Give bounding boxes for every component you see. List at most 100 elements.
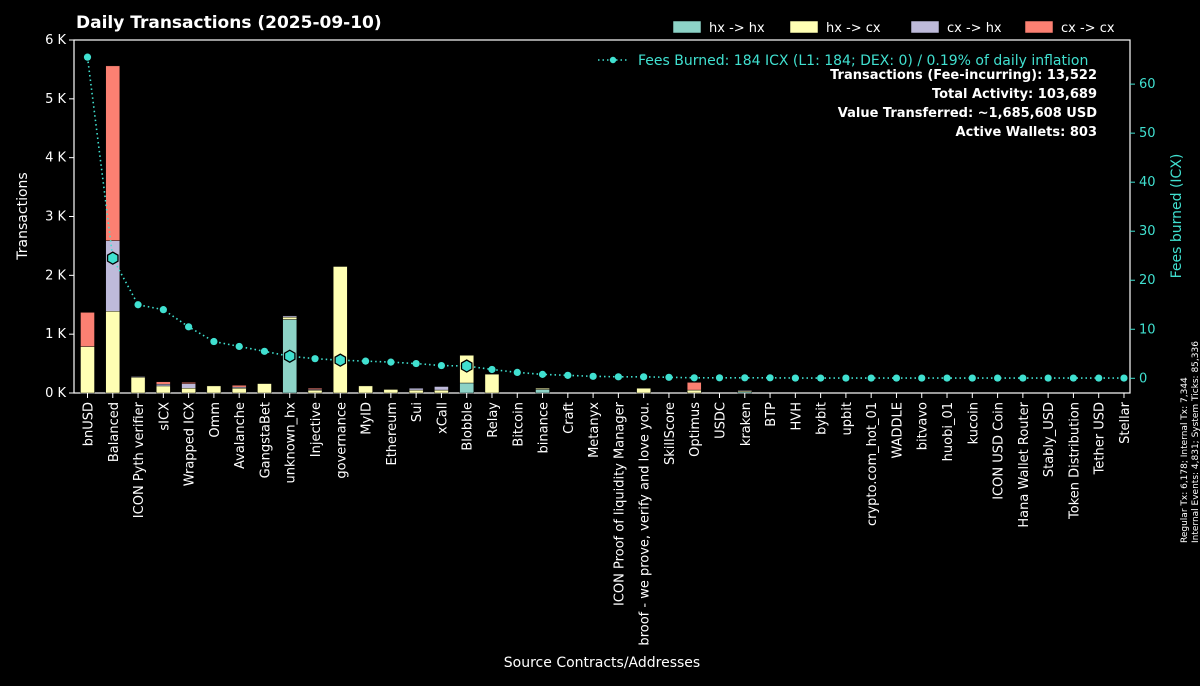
fees-marker [918, 374, 926, 382]
legend-swatch [1024, 20, 1054, 34]
y-tick-label: 3 K [45, 210, 66, 225]
fees-marker [437, 361, 446, 370]
stat-line: Transactions (Fee-incurring): 13,522 [830, 68, 1097, 83]
x-tick-label: Relay [486, 402, 501, 438]
x-tick-label: bnUSD [82, 402, 97, 446]
x-tick-label: kraken [739, 402, 754, 446]
fees-marker [513, 368, 521, 377]
bar-segment [307, 389, 323, 394]
fees-highlight-marker [283, 349, 296, 363]
bar-segment [737, 389, 752, 392]
fees-marker [741, 374, 749, 382]
bar-segment [156, 383, 171, 387]
legend-label: cx -> cx [1061, 21, 1115, 36]
y2-tick-label: 60 [1139, 77, 1156, 92]
bar-segment [636, 388, 651, 394]
fees-line [83, 53, 1128, 382]
bar-segment [358, 385, 373, 394]
bar-segment [535, 388, 550, 390]
x-tick-label: Sui [410, 402, 425, 422]
y2-tick-label: 20 [1139, 273, 1156, 288]
bar-segment [687, 382, 702, 391]
y2-tick-label: 40 [1139, 175, 1156, 190]
bars [80, 65, 752, 394]
y2-tick-label: 10 [1139, 322, 1156, 337]
side-note-line: Regular Tx: 6,178; Internal Tx: 7,344 [1180, 377, 1190, 543]
fees-marker [538, 370, 547, 378]
fees-marker [817, 374, 825, 382]
fees-marker [892, 374, 901, 382]
fees-highlight-marker [460, 359, 473, 373]
x-tick-label: Balanced [107, 402, 122, 462]
fees-marker [83, 53, 92, 61]
x-tick-label: crypto.com_hot_01 [865, 402, 880, 526]
fees-marker [159, 306, 167, 314]
fees-marker [589, 372, 597, 380]
x-tick-label: Hana Wallet Router [1017, 401, 1032, 527]
x-tick-label: MyID [360, 402, 375, 435]
fees-highlight-marker [334, 353, 347, 367]
fees-marker [387, 358, 395, 366]
chart-title: Daily Transactions (2025-09-10) [76, 13, 382, 33]
bar-segment [231, 385, 247, 388]
y2-tick-label: 0 [1139, 371, 1147, 386]
fees-marker [968, 374, 976, 382]
fees-marker [665, 373, 673, 381]
stat-line: Active Wallets: 803 [956, 125, 1097, 140]
bar-segment [105, 65, 120, 241]
x-tick-label: bitvavo [916, 402, 931, 450]
x-tick-label: SkillScore [663, 402, 678, 465]
x-tick-label: ICON Pyth verifier [132, 401, 147, 518]
stats-block: Transactions (Fee-incurring): 13,522 Tota… [830, 68, 1097, 140]
bar-segment [130, 376, 146, 394]
fees-marker [1095, 374, 1103, 382]
legend: hx -> hx hx -> cx cx -> hx cx -> cx [672, 20, 1115, 36]
x-tick-label: BTP [764, 402, 779, 427]
fees-marker [260, 347, 269, 355]
x-tick-label: Tether USD [1093, 402, 1108, 475]
fees-legend: Fees Burned: 184 ICX (L1: 184; DEX: 0) /… [598, 53, 1088, 69]
fees-marker [185, 323, 193, 331]
bar-segment [307, 388, 323, 390]
fees-legend-label: Fees Burned: 184 ICX (L1: 184; DEX: 0) /… [638, 53, 1088, 69]
x-tick-label: xCall [435, 402, 450, 434]
x-tick-label: governance [334, 402, 349, 479]
legend-label: hx -> hx [709, 21, 765, 36]
x-tick-label: USDC [714, 402, 729, 439]
bar-segment [408, 389, 424, 394]
x-tick-label: WADDLE [890, 402, 905, 459]
side-note-line: Internal Events: 4,831; System Ticks: 85… [1191, 341, 1200, 543]
legend-swatch [672, 20, 702, 34]
x-tick-label: unknown_hx [284, 402, 299, 484]
bar-segment [80, 312, 95, 347]
fees-marker [412, 359, 420, 368]
bar-segment [383, 389, 399, 394]
y-tick-label: 4 K [45, 151, 66, 166]
bar-segment [156, 385, 171, 394]
bar-segment [181, 382, 196, 384]
fees-legend-marker [609, 56, 617, 64]
x-tick-label: upbit [840, 402, 855, 435]
bar-segment [181, 388, 196, 394]
x-tick-label: Omm [208, 402, 223, 438]
bar-segment [156, 381, 171, 385]
bar-segment [434, 386, 449, 391]
bar-segment [282, 315, 297, 318]
x-tick-label: Injective [309, 402, 324, 457]
fees-marker [134, 301, 142, 309]
x-tick-label: Optimus [688, 402, 703, 457]
x-tick-label: Ethereum [385, 402, 400, 466]
fees-marker [842, 374, 850, 382]
x-tick-label: huobi_01 [941, 402, 956, 461]
fees-highlight-marker [106, 251, 119, 265]
x-tick-label: Avalanche [233, 402, 248, 469]
fees-polyline [86, 57, 1124, 379]
x-tick-label: Blobble [461, 402, 476, 451]
fees-marker [614, 373, 622, 381]
legend-swatch [789, 20, 819, 34]
bar-segment [282, 316, 297, 320]
bar-segment [434, 389, 449, 394]
x-tick-label: kucoin [966, 402, 981, 444]
stat-line: Value Transferred: ~1,685,608 USD [838, 106, 1097, 121]
fees-marker [1120, 374, 1128, 382]
